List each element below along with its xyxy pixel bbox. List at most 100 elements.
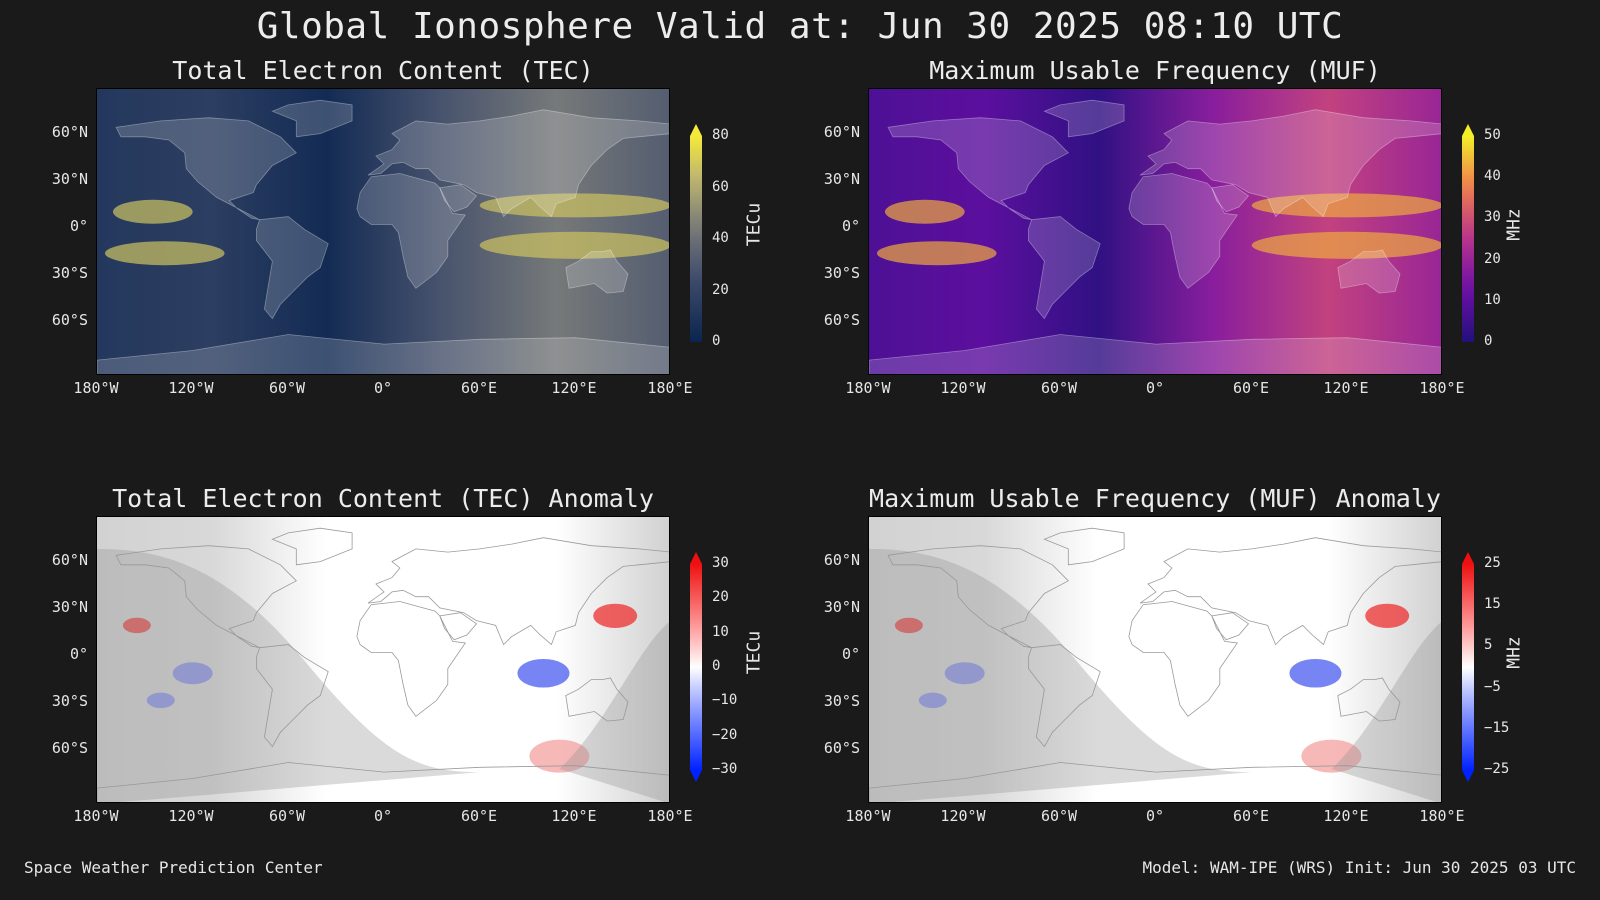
panel-tec-anomaly: Total Electron Content (TEC) Anomaly 60°… (0, 480, 765, 880)
colorbar-extend-min (690, 770, 702, 782)
map-tec[interactable] (96, 88, 670, 375)
colorbar-tick: 50 (1484, 127, 1501, 143)
colorbar-tick: 30 (712, 555, 729, 571)
night-region (559, 622, 669, 802)
coastline (97, 334, 669, 374)
lon-label: 180°E (1419, 379, 1465, 397)
lat-label: 60°S (51, 311, 88, 329)
coastline (1139, 109, 1441, 218)
map-muf[interactable] (868, 88, 1442, 375)
panel-muf: Maximum Usable Frequency (MUF) 60°N 30°N 0… (772, 52, 1532, 452)
coastline (1211, 612, 1250, 641)
colorbar-muf (1462, 124, 1474, 342)
colorbar-tick: 10 (1484, 291, 1501, 308)
lat-label: 60°S (51, 739, 88, 757)
lon-label: 120°W (168, 807, 214, 825)
footer-model-info: Model: WAM-IPE (WRS) Init: Jun 30 2025 0… (1142, 858, 1576, 877)
map-muf-anomaly[interactable] (868, 516, 1442, 803)
lon-label: 60°W (1040, 379, 1078, 397)
coastline (1028, 644, 1101, 748)
high-density-band (1251, 193, 1441, 218)
colorbar-muf-anomaly (1462, 552, 1474, 782)
lon-label: 180°E (647, 807, 693, 825)
colorbar-tick: 0 (1484, 333, 1493, 349)
colorbar-unit-label: TECu (743, 630, 765, 675)
coastline (439, 612, 478, 641)
coastline (565, 677, 629, 722)
lat-label: 60°N (823, 551, 860, 569)
colorbar-tick: 25 (1484, 555, 1501, 571)
lon-label: 60°W (1040, 807, 1078, 825)
high-density-band (876, 241, 997, 266)
high-density-band (884, 199, 965, 224)
lon-label: 60°E (460, 379, 498, 397)
lon-label: 120°E (1323, 807, 1369, 825)
lat-label: 30°S (51, 692, 88, 710)
lon-label: 0° (373, 807, 393, 825)
lat-label: 0° (69, 645, 88, 663)
coastline (356, 601, 467, 717)
anomaly-blob (529, 739, 590, 773)
lat-label: 60°S (823, 739, 860, 757)
colorbar-unit-label: MHz (1503, 636, 1525, 669)
lon-label: 60°E (1232, 807, 1270, 825)
coastline (1128, 601, 1239, 717)
coastline (367, 109, 669, 218)
colorbar-tick: 20 (712, 281, 729, 298)
colorbar-unit-label: MHz (1503, 208, 1525, 241)
coastline (97, 762, 669, 802)
colorbar-tick: −30 (712, 761, 738, 777)
lon-label: 180°W (73, 379, 119, 397)
anomaly-blob (944, 662, 985, 685)
coastline (869, 762, 1441, 802)
colorbar-tick: 15 (1484, 596, 1501, 613)
colorbar-tick: 0 (712, 658, 721, 674)
lon-label: 60°W (268, 379, 306, 397)
lon-label: 60°E (1232, 379, 1270, 397)
high-density-band (112, 199, 193, 224)
lat-label: 30°S (51, 264, 88, 282)
colorbar-extend-max (1462, 124, 1474, 136)
lon-label: 120°W (168, 379, 214, 397)
panel-muf-anomaly: Maximum Usable Frequency (MUF) Anomaly 6… (772, 480, 1532, 880)
colorbar-tick: −25 (1484, 761, 1510, 777)
coastline (115, 117, 297, 221)
coastline (887, 545, 1069, 649)
lon-label: 120°E (551, 807, 597, 825)
map-tec-anomaly[interactable] (96, 516, 670, 803)
footer-source: Space Weather Prediction Center (24, 858, 323, 877)
colorbar-extend-max (690, 124, 702, 136)
lat-label: 30°N (51, 170, 88, 188)
coastline (1028, 216, 1101, 320)
night-region (1331, 622, 1441, 802)
coastline (1043, 99, 1125, 138)
high-density-band (479, 231, 669, 259)
colorbar-tick: 0 (712, 333, 721, 349)
lon-label: 120°E (551, 379, 597, 397)
panel-title-muf-anomaly: Maximum Usable Frequency (MUF) Anomaly (869, 484, 1441, 513)
colorbar-tick: −5 (1484, 678, 1501, 695)
coastline (439, 184, 478, 213)
panel-title-muf: Maximum Usable Frequency (MUF) (929, 56, 1381, 85)
coastline (565, 249, 629, 294)
coastline (1043, 527, 1125, 566)
lon-label: 0° (373, 379, 393, 397)
lat-label: 30°S (823, 692, 860, 710)
colorbar-tick: 20 (1484, 250, 1501, 267)
map-field (869, 89, 1441, 374)
colorbar-gradient (1462, 136, 1474, 342)
lat-label: 60°N (51, 551, 88, 569)
coastline (115, 545, 297, 649)
coastline (256, 216, 329, 320)
colorbar-tick: −15 (1484, 719, 1510, 736)
lon-label: 120°W (940, 379, 986, 397)
colorbar-extend-max (1462, 552, 1474, 564)
colorbar-gradient (690, 564, 702, 770)
map-field (97, 89, 669, 374)
panel-title-tec-anomaly: Total Electron Content (TEC) Anomaly (112, 484, 654, 513)
anomaly-blob (517, 658, 570, 688)
colorbar-gradient (1462, 564, 1474, 770)
coastline (256, 644, 329, 748)
anomaly-blob (122, 617, 151, 634)
colorbar-extend-max (690, 552, 702, 564)
